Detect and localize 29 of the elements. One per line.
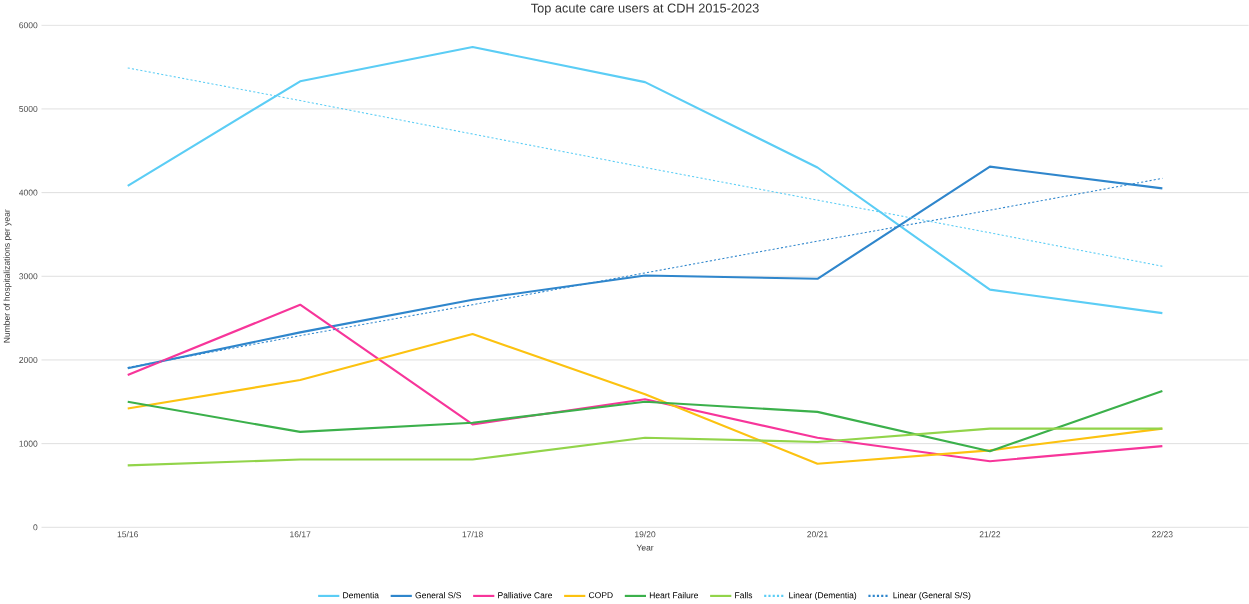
y-tick-label: 0 — [33, 524, 38, 531]
x-tick-label: 17/18 — [462, 531, 483, 538]
legend-label: COPD — [588, 592, 613, 599]
legend-label: Falls — [735, 592, 753, 599]
line-series — [126, 389, 1164, 453]
y-tick-label: 5000 — [19, 105, 38, 112]
y-tick-label: 3000 — [19, 273, 38, 280]
x-tick-label: 15/16 — [117, 531, 138, 538]
line-series — [126, 303, 1164, 463]
legend-label: General S/S — [415, 592, 462, 599]
legend-label: Dementia — [343, 592, 379, 599]
x-tick-label: 20/21 — [807, 531, 828, 538]
legend-label: Linear (General S/S) — [893, 592, 971, 600]
y-tick-label: 6000 — [19, 22, 38, 29]
x-tick-label: 21/22 — [979, 531, 1001, 538]
y-tick-label: 4000 — [19, 189, 38, 196]
y-axis-title: Number of hospitalizations per year — [3, 209, 12, 343]
line-series — [126, 45, 1164, 315]
y-tick-label: 2000 — [19, 356, 38, 363]
legend-label: Heart Failure — [649, 592, 699, 599]
x-tick-label: 22/23 — [1152, 531, 1173, 538]
line-series — [126, 427, 1164, 467]
x-tick-label: 16/17 — [290, 531, 311, 538]
legend-label: Linear (Dementia) — [789, 592, 857, 600]
chart-title: Top acute care users at CDH 2015-2023 — [531, 3, 759, 16]
x-tick-label: 19/20 — [635, 531, 656, 538]
y-tick-label: 1000 — [19, 440, 38, 447]
legend-label: Palliative Care — [498, 592, 553, 599]
x-axis-title: Year — [636, 544, 654, 551]
